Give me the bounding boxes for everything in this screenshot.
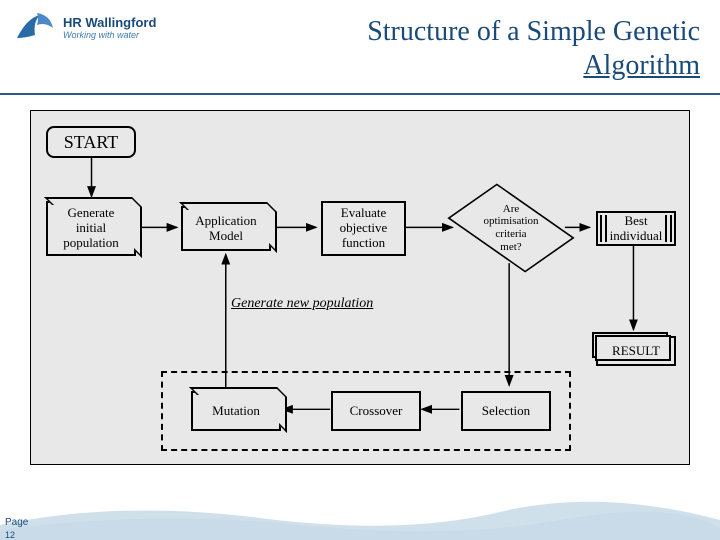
page-title: Structure of a Simple Genetic Algorithm: [367, 15, 700, 82]
node-criteria-decision: Are optimisation criteria met?: [456, 193, 566, 263]
node-evaluate: Evaluate objective function: [321, 201, 406, 256]
logo: HR Wallingford Working with water: [15, 10, 156, 45]
node-result: RESULT: [596, 336, 676, 366]
page-number: 12: [5, 530, 15, 540]
node-start: START: [46, 126, 136, 158]
flowchart: START Generate initial population Applic…: [30, 110, 690, 465]
logo-company: HR Wallingford: [63, 16, 156, 29]
logo-swoosh-icon: [15, 10, 55, 45]
label-generate-new-population: Generate new population: [231, 296, 373, 312]
footer-wave-icon: [0, 490, 720, 540]
node-best-individual: Best individual: [596, 211, 676, 246]
node-application-model: Application Model: [181, 206, 271, 251]
node-generate-initial: Generate initial population: [46, 201, 136, 256]
node-crossover: Crossover: [331, 391, 421, 431]
node-mutation: Mutation: [191, 391, 281, 431]
node-selection: Selection: [461, 391, 551, 431]
logo-tagline: Working with water: [63, 31, 156, 40]
page-label: Page: [5, 517, 28, 528]
